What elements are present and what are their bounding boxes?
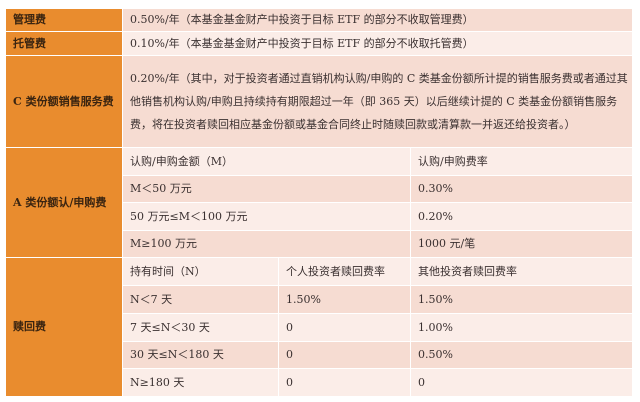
- column-header: 持有时间（N）: [122, 257, 279, 286]
- table-row: 7 天≤N＜30 天 0 1.00%: [6, 313, 633, 342]
- period-cell: N≥180 天: [122, 368, 279, 397]
- table-row: N≥180 天 0 0: [6, 368, 633, 397]
- column-header: 个人投资者赎回费率: [278, 257, 411, 286]
- table-row: 管理费 0.50%/年（本基金基金财产中投资于目标 ETF 的部分不收取管理费）: [5, 8, 633, 32]
- table-row: 托管费 0.10%/年（本基金基金财产中投资于目标 ETF 的部分不收取托管费）: [5, 31, 633, 56]
- category-label: C 类份额销售服务费: [5, 55, 123, 148]
- table-row: M≥100 万元 1000 元/笔: [6, 230, 633, 258]
- column-header: 其他投资者赎回费率: [410, 257, 633, 286]
- rate-cell: 1000 元/笔: [410, 230, 633, 258]
- fee-value: 0.50%/年（本基金基金财产中投资于目标 ETF 的部分不收取管理费）: [122, 8, 633, 32]
- other-rate-cell: 1.00%: [410, 313, 633, 342]
- individual-rate-cell: 1.50%: [278, 285, 411, 314]
- period-cell: N＜7 天: [122, 285, 279, 314]
- table-row: N＜7 天 1.50% 1.50%: [6, 285, 633, 314]
- amount-cell: M＜50 万元: [122, 175, 411, 203]
- other-rate-cell: 0.50%: [410, 341, 633, 369]
- amount-cell: 50 万元≤M＜100 万元: [122, 202, 411, 231]
- category-label: 管理费: [5, 8, 123, 32]
- category-label: 托管费: [5, 31, 123, 56]
- period-cell: 7 天≤N＜30 天: [122, 313, 279, 342]
- table-row: C 类份额销售服务费 0.20%/年（其中，对于投资者通过直销机构认购/申购的 …: [5, 55, 633, 148]
- category-label: A 类份额认/申购费: [5, 147, 123, 258]
- individual-rate-cell: 0: [278, 313, 411, 342]
- rate-cell: 0.20%: [410, 202, 633, 231]
- amount-cell: M≥100 万元: [122, 230, 411, 258]
- other-rate-cell: 0: [410, 368, 633, 397]
- other-rate-cell: 1.50%: [410, 285, 633, 314]
- individual-rate-cell: 0: [278, 368, 411, 397]
- fee-value: 0.20%/年（其中，对于投资者通过直销机构认购/申购的 C 类基金份额所计提的…: [122, 55, 633, 148]
- table-row: M＜50 万元 0.30%: [6, 175, 633, 203]
- table-row: 赎回费 持有时间（N） 个人投资者赎回费率 其他投资者赎回费率: [5, 257, 633, 397]
- column-header: 认购/申购金额（M）: [122, 147, 411, 176]
- fee-table: 管理费 0.50%/年（本基金基金财产中投资于目标 ETF 的部分不收取管理费）…: [5, 8, 633, 397]
- individual-rate-cell: 0: [278, 341, 411, 369]
- column-header: 认购/申购费率: [410, 147, 633, 176]
- period-cell: 30 天≤N＜180 天: [122, 341, 279, 369]
- table-row: A 类份额认/申购费 认购/申购金额（M） 认购/申购费率: [5, 147, 633, 258]
- rate-cell: 0.30%: [410, 175, 633, 203]
- fee-value: 0.10%/年（本基金基金财产中投资于目标 ETF 的部分不收取托管费）: [122, 31, 633, 56]
- category-label: 赎回费: [5, 257, 123, 397]
